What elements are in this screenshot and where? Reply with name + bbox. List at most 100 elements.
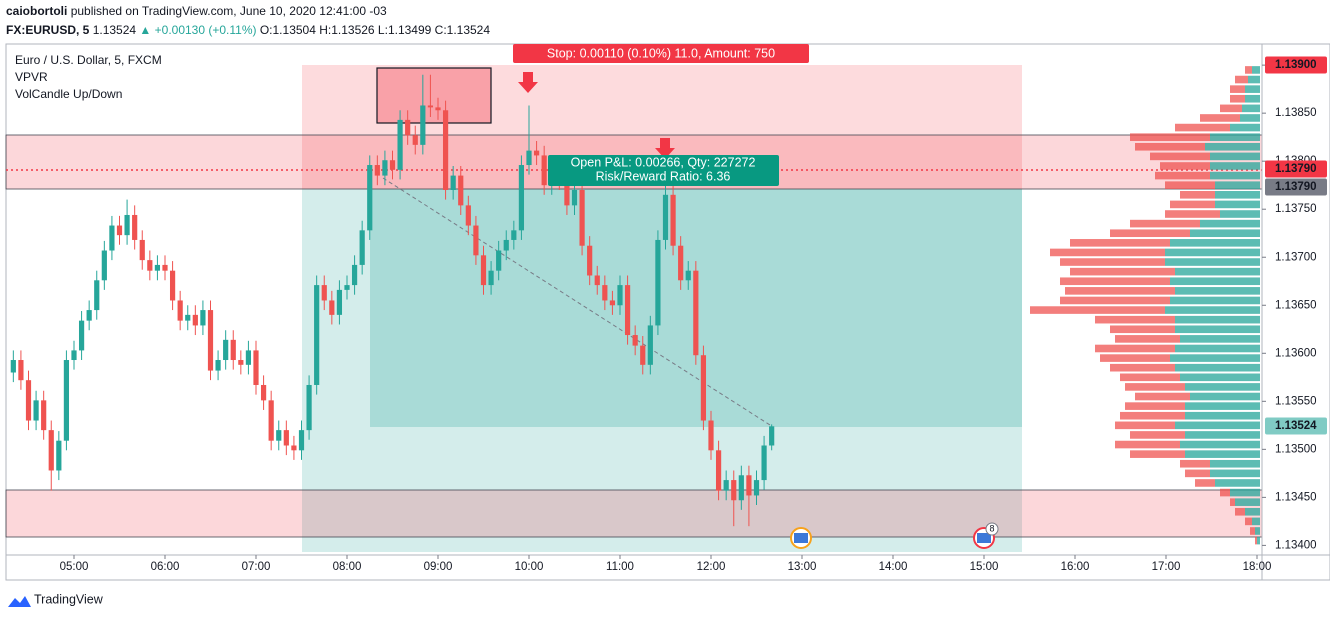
vp-down <box>1230 94 1245 103</box>
candle-body <box>154 264 161 271</box>
vp-down <box>1130 431 1185 439</box>
legend-item: VolCandle Up/Down <box>15 87 122 101</box>
candle-body <box>640 345 646 365</box>
vp-down <box>1110 363 1175 372</box>
vp-down <box>1130 133 1210 141</box>
vp-up <box>1210 469 1260 478</box>
legend-item: VPVR <box>15 70 48 84</box>
price-label: 1.13900 <box>1275 59 1317 71</box>
vp-down <box>1060 258 1165 266</box>
vp-down <box>1230 498 1235 506</box>
candle-body <box>298 430 305 451</box>
target-zone <box>302 189 1022 552</box>
vp-down <box>1110 325 1175 334</box>
candle-body <box>101 250 107 281</box>
vp-up <box>1175 325 1260 334</box>
candle-body <box>56 440 62 471</box>
candle-body <box>435 107 441 111</box>
vp-down <box>1175 123 1230 132</box>
candle-body <box>351 264 358 286</box>
pnl-label: Open P&L: 0.00266, Qty: 227272 <box>571 155 756 169</box>
event-count: 8 <box>989 523 994 533</box>
stop-label-bg <box>513 44 809 63</box>
candle-body <box>314 285 320 385</box>
change: ▲ +0.00130 (+0.11%) <box>139 23 256 37</box>
candle-body <box>662 194 669 240</box>
candle-body <box>367 165 373 231</box>
vp-down <box>1115 421 1175 430</box>
candle-body <box>71 350 77 361</box>
candle-body <box>685 270 691 281</box>
rr-label: Risk/Reward Ratio: 6.36 <box>596 169 731 183</box>
candle-body <box>624 285 631 336</box>
price-label: 1.13790 <box>1275 163 1317 175</box>
vp-up <box>1205 142 1260 151</box>
vp-up <box>1240 114 1260 122</box>
vp-down <box>1200 114 1240 122</box>
candle-body <box>587 245 593 276</box>
x-tick-label: 09:00 <box>424 561 453 573</box>
candle-body <box>473 225 479 256</box>
vp-up <box>1248 75 1260 84</box>
highlight-box <box>376 67 492 124</box>
brand: TradingView <box>34 592 104 606</box>
y-tick-label: 1.13550 <box>1275 395 1317 407</box>
vp-up <box>1210 171 1260 180</box>
candle-body <box>769 426 775 446</box>
candle-body <box>571 190 578 206</box>
vp-down <box>1245 517 1252 526</box>
y-tick-label: 1.13600 <box>1275 347 1317 359</box>
candle-body <box>344 285 350 290</box>
candle-body <box>86 310 92 321</box>
candle-body <box>609 300 616 306</box>
candle-body <box>169 270 176 301</box>
vp-down <box>1220 488 1230 497</box>
candle-body <box>397 119 403 170</box>
vp-down <box>1235 75 1248 84</box>
published: published on TradingView.com, June 10, 2… <box>71 4 387 18</box>
candle-body <box>192 314 198 326</box>
candle-body <box>336 289 343 315</box>
candle-body <box>329 300 335 315</box>
event-badge <box>985 522 999 536</box>
vp-up <box>1175 421 1260 430</box>
candle-body <box>738 475 744 501</box>
candle-body <box>511 230 517 240</box>
vp-down <box>1230 85 1245 93</box>
candle-body <box>124 214 130 236</box>
vp-up <box>1190 392 1260 401</box>
candle-body <box>41 400 47 431</box>
author: caiobortoli <box>6 4 67 18</box>
vp-down <box>1100 354 1170 362</box>
vp-up <box>1175 287 1260 295</box>
vp-up <box>1210 162 1260 170</box>
vp-up <box>1185 383 1260 391</box>
ohlc: O:1.13504 H:1.13526 L:1.13499 C:1.13524 <box>260 23 491 37</box>
vp-down <box>1180 459 1210 468</box>
candle-body <box>260 384 267 401</box>
candle-body <box>723 480 729 491</box>
candle-body <box>291 445 297 451</box>
vp-down <box>1050 248 1165 257</box>
header-line: caiobortoli published on TradingView.com… <box>6 4 387 18</box>
x-tick-label: 06:00 <box>151 561 180 573</box>
price-label-bg <box>1265 56 1327 74</box>
candle-body <box>503 239 509 251</box>
vp-down <box>1135 142 1205 151</box>
candle-body <box>617 285 623 306</box>
vp-up <box>1190 229 1260 238</box>
vp-down <box>1070 239 1170 247</box>
candle-body <box>594 275 600 286</box>
candle-body <box>215 360 221 371</box>
volume-profile <box>1030 66 1260 545</box>
x-tick-label: 08:00 <box>333 561 362 573</box>
x-tick-label: 05:00 <box>60 561 89 573</box>
candle-body <box>238 360 244 365</box>
vp-down <box>1165 181 1215 189</box>
y-tick-label: 1.13400 <box>1275 539 1317 551</box>
x-tick-label: 14:00 <box>879 561 908 573</box>
candle-body <box>78 320 85 351</box>
vp-down <box>1120 411 1185 420</box>
vp-up <box>1255 527 1260 535</box>
arrow <box>518 72 538 93</box>
